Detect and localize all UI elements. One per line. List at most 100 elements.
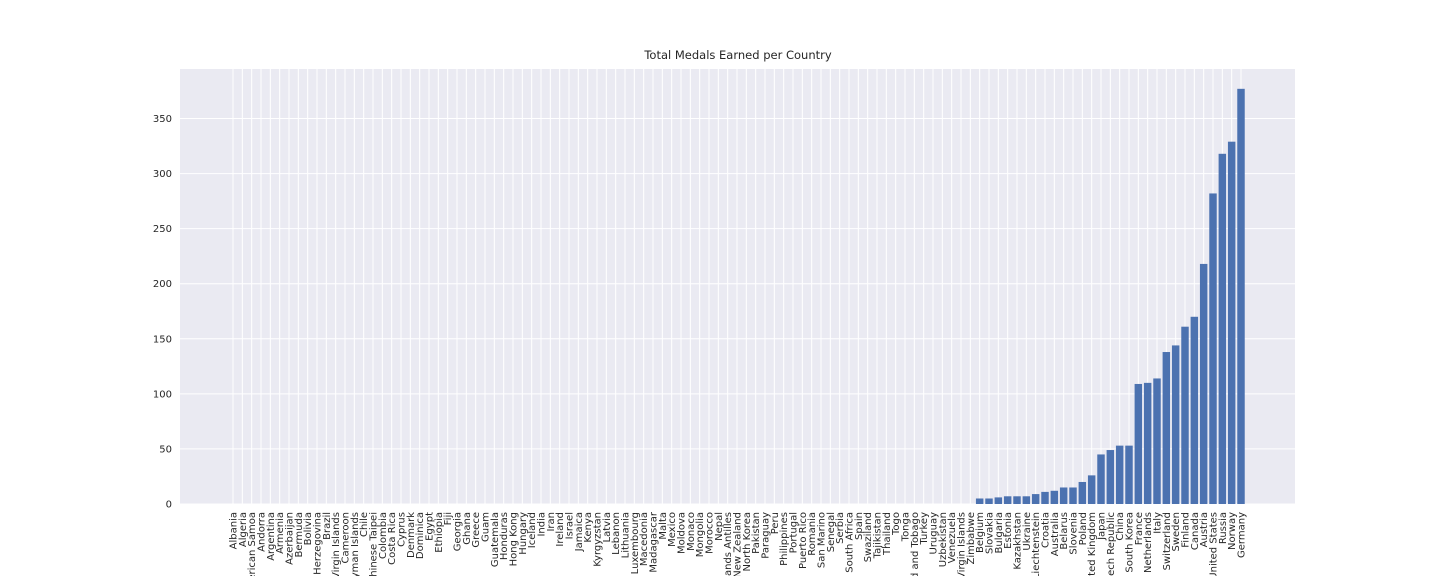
x-tick-label: Ethiopia (434, 512, 445, 553)
x-tick-label: Paraguay (761, 512, 772, 559)
x-tick-label: Iceland (527, 512, 538, 548)
x-tick-label: Macedonia (639, 512, 650, 566)
x-tick-label: Hungary (518, 512, 529, 555)
bar (1171, 345, 1180, 504)
x-tick-label: Tonga (901, 512, 912, 542)
x-tick-label: South Korea (1125, 512, 1136, 573)
x-tick-label: Lebanon (611, 512, 622, 555)
x-tick-label: Thailand (882, 512, 893, 556)
x-tick-label: Tajikistan (873, 512, 884, 559)
x-tick-label: Bolivia (303, 512, 314, 545)
x-tick-label: Denmark (406, 512, 417, 558)
bar (1059, 487, 1068, 504)
x-tick-label: Kenya (583, 512, 594, 543)
bar (1227, 141, 1236, 505)
x-tick-label: Mongolia (695, 512, 706, 557)
bar (1106, 450, 1115, 504)
x-tick-label: Netherlands Antilles (723, 512, 734, 576)
x-tick-label: Ghana (462, 512, 473, 545)
x-tick-label: Cayman Islands (350, 512, 361, 576)
x-tick-label: Sweden (1171, 512, 1182, 552)
y-tick-label: 50 (159, 444, 172, 455)
y-tick-label: 250 (153, 224, 172, 235)
x-tick-label: Georgia (453, 512, 464, 551)
y-tick-label: 100 (153, 389, 172, 400)
x-tick-label: Costa Rica (387, 512, 398, 565)
x-tick-label: Armenia (275, 512, 286, 554)
bar (1087, 475, 1096, 504)
x-tick-label: United Kingdom (1087, 512, 1098, 576)
bar (1013, 496, 1021, 504)
x-tick-label: Azerbaijan (285, 512, 296, 565)
bar (1078, 481, 1087, 504)
x-tick-label: Ukraine (1022, 512, 1033, 551)
x-tick-label: Moldova (677, 512, 688, 554)
x-tick-label: Poland (1078, 512, 1089, 545)
x-tick-label: Albania (229, 512, 240, 549)
x-tick-label: Ireland (555, 512, 566, 547)
x-tick-label: Luxembourg (630, 512, 641, 574)
x-tick-label: Andorra (257, 512, 268, 552)
x-tick-label: Cameroon (341, 512, 352, 563)
x-tick-label: Bermuda (294, 512, 305, 558)
x-tick-label: San Marino (817, 512, 828, 568)
bar (1031, 494, 1040, 504)
bar (1237, 88, 1245, 504)
x-tick-label: Spain (854, 512, 865, 540)
x-tick-label: Netherlands (1143, 512, 1154, 573)
x-tick-label: Liechtenstein (1031, 512, 1042, 576)
x-tick-label: Slovakia (985, 512, 996, 554)
x-tick-label: Russia (1218, 512, 1229, 544)
x-tick-label: South Africa (845, 512, 856, 573)
x-tick-label: Algeria (238, 512, 249, 547)
x-tick-label: Mexico (667, 512, 678, 547)
x-tick-label: Chile (359, 512, 370, 537)
x-tick-label: Slovenia (1069, 512, 1080, 555)
bar (1022, 496, 1031, 504)
x-tick-label: Serbia (835, 512, 846, 544)
x-tick-label: Peru (770, 512, 781, 534)
x-tick-label: Guatemala (490, 512, 501, 567)
bar (975, 498, 984, 504)
bar (1134, 383, 1143, 504)
bar (1181, 326, 1189, 504)
y-tick-label: 300 (153, 169, 172, 180)
x-tick-label: China (1115, 512, 1126, 541)
x-tick-label: Finland (1181, 512, 1192, 548)
bar (1153, 378, 1161, 504)
x-tick-label: Greece (471, 512, 482, 548)
x-tick-label: Cyprus (397, 512, 408, 547)
x-tick-label: Switzerland (1162, 512, 1173, 570)
x-tick-label: Canada (1190, 512, 1201, 550)
bar (1041, 491, 1049, 504)
x-tick-label: Belarus (1059, 512, 1070, 550)
x-tick-label: Zimbabwe (966, 512, 977, 565)
bar (1209, 193, 1217, 504)
x-tick-label: Norway (1227, 512, 1238, 550)
x-tick-label: Malta (658, 512, 669, 540)
x-tick-label: Turkey (919, 512, 930, 546)
x-tick-label: Colombia (378, 512, 389, 559)
x-tick-label: British Virgin Islands (331, 512, 342, 576)
y-tick-label: 200 (153, 279, 172, 290)
bar (1218, 153, 1227, 504)
x-tick-label: Czech Republic (1106, 512, 1117, 576)
x-tick-label: Trinidad and Tobago (910, 512, 921, 576)
x-tick-label: Virgin Islands (957, 512, 968, 576)
x-tick-label: France (1134, 512, 1145, 545)
x-tick-label: Portugal (789, 512, 800, 553)
x-tick-label: Chinese Taipei (369, 512, 380, 576)
x-tick-label: Senegal (826, 512, 837, 552)
x-tick-label: North Korea (742, 512, 753, 572)
x-tick-label: Honduras (499, 512, 510, 560)
x-tick-label: Monaco (686, 512, 697, 551)
bar (994, 497, 1003, 504)
x-tick-label: Hong Kong (509, 512, 520, 566)
x-tick-label: Belgium (975, 512, 986, 553)
x-tick-label: Croatia (1041, 512, 1052, 548)
x-tick-label: Iran (546, 512, 557, 532)
x-tick-label: American Samoa (247, 512, 258, 576)
bar (1097, 454, 1105, 504)
